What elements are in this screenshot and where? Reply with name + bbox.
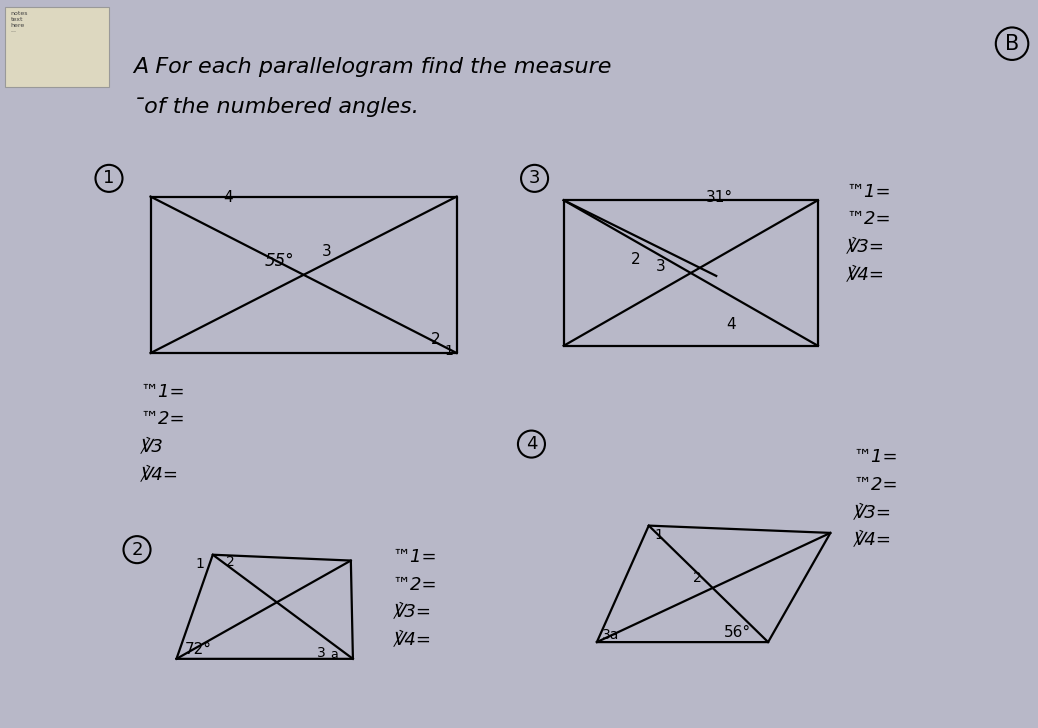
Text: 2: 2 (431, 333, 440, 347)
Text: B: B (1005, 33, 1019, 54)
Text: ℣4=: ℣4= (853, 531, 893, 549)
Text: 4: 4 (525, 435, 538, 453)
Text: 2: 2 (226, 555, 235, 569)
Text: ℣4=: ℣4= (140, 466, 180, 483)
Text: ™1=: ™1= (392, 548, 437, 566)
Text: A For each parallelogram find the measure: A For each parallelogram find the measur… (133, 57, 611, 76)
Text: ℣4=: ℣4= (846, 266, 885, 283)
Text: 4: 4 (223, 191, 233, 205)
Text: 55°: 55° (265, 252, 295, 269)
Text: 3: 3 (656, 259, 665, 274)
Text: 3: 3 (322, 245, 331, 259)
Text: ™2=: ™2= (853, 476, 898, 494)
Text: ℣3: ℣3 (140, 438, 164, 456)
Text: ℣3=: ℣3= (853, 504, 893, 521)
Text: ™2=: ™2= (392, 576, 437, 593)
Text: 31°: 31° (706, 191, 733, 205)
Text: 2: 2 (131, 541, 143, 558)
Text: ℣3=: ℣3= (392, 604, 432, 621)
Text: ™2=: ™2= (846, 210, 891, 228)
Text: 72°: 72° (185, 642, 212, 657)
Text: 4: 4 (727, 317, 736, 332)
Text: ℣3=: ℣3= (846, 238, 885, 256)
Text: 1: 1 (195, 557, 204, 571)
Text: a: a (330, 648, 337, 661)
Text: 2: 2 (693, 571, 702, 585)
Text: 2: 2 (631, 252, 640, 266)
Text: 3: 3 (528, 170, 541, 187)
Text: 56°: 56° (723, 625, 750, 640)
Text: ™2=: ™2= (140, 411, 185, 428)
Text: ™1=: ™1= (846, 183, 891, 200)
Text: ™1=: ™1= (140, 383, 185, 400)
Text: ™1=: ™1= (853, 448, 898, 466)
Text: ¯of the numbered angles.: ¯of the numbered angles. (133, 97, 418, 116)
Text: notes
text
here
...: notes text here ... (10, 11, 28, 33)
Text: 1: 1 (654, 528, 663, 542)
Text: ℣4=: ℣4= (392, 631, 432, 649)
Text: 3: 3 (317, 646, 325, 660)
FancyBboxPatch shape (5, 7, 109, 87)
Text: 1: 1 (104, 170, 114, 187)
Text: 3a: 3a (602, 628, 620, 642)
Text: 1: 1 (444, 344, 454, 358)
